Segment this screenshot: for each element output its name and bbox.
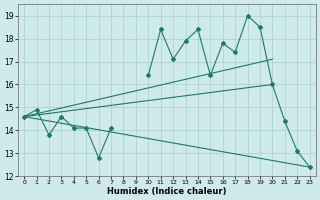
X-axis label: Humidex (Indice chaleur): Humidex (Indice chaleur)	[107, 187, 227, 196]
